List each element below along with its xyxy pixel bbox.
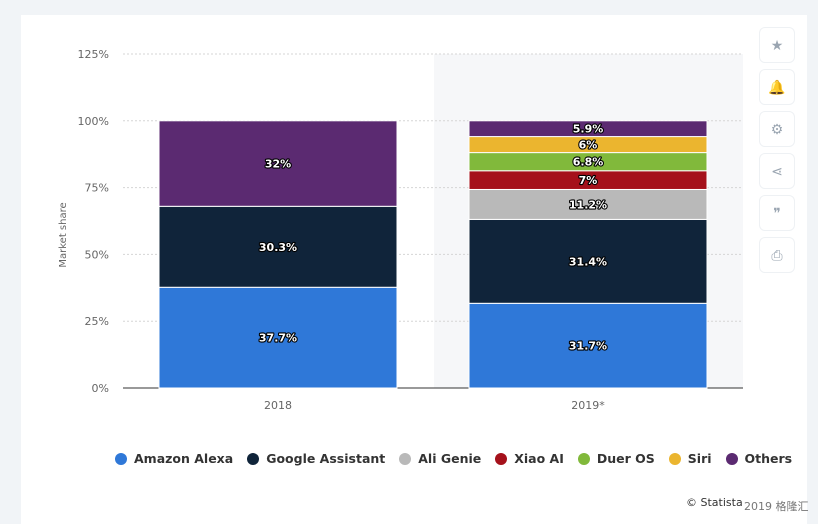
legend-label: Duer OS (596, 451, 655, 466)
y-tick-label: 100% (78, 115, 109, 128)
y-tick-label: 125% (78, 48, 109, 61)
data-label: 31.4% (569, 255, 607, 268)
legend-label: Amazon Alexa (134, 451, 234, 466)
share-button[interactable]: ⋖ (760, 154, 794, 188)
gear-icon: ⚙ (770, 120, 784, 137)
data-label: 5.9% (573, 123, 604, 136)
watermark: 2019 格隆汇 (744, 500, 809, 513)
legend-item[interactable]: Amazon Alexa (115, 451, 233, 466)
data-label: 37.7% (259, 332, 297, 345)
bell-icon: 🔔 (768, 78, 786, 95)
quote-icon: ❞ (773, 204, 781, 221)
legend-label: Xiao AI (514, 451, 564, 466)
quote-button[interactable]: ❞ (760, 196, 794, 230)
bar-segment (468, 218, 708, 304)
bell-button[interactable]: 🔔 (760, 70, 794, 104)
data-label: 31.7% (569, 340, 607, 353)
y-tick-label: 25% (85, 315, 109, 328)
legend-item[interactable]: Others (725, 451, 793, 466)
legend-item[interactable]: Google Assistant (247, 451, 385, 466)
x-tick-label: 2019* (571, 399, 605, 412)
data-label: 7% (579, 174, 598, 187)
print-button[interactable]: ⎙ (760, 238, 794, 272)
legend-swatch (725, 452, 738, 465)
side-toolbar: ★ 🔔 ⚙ ⋖ ❞ ⎙ (760, 28, 794, 280)
data-label: 6% (579, 139, 598, 152)
legend-item[interactable]: Duer OS (577, 451, 655, 466)
legend-swatch (115, 452, 127, 465)
legend-swatch (577, 452, 590, 465)
legend-label: Ali Genie (418, 451, 482, 466)
bar-segment (158, 205, 398, 288)
bar-segment (468, 120, 708, 138)
star-button[interactable]: ★ (760, 28, 794, 62)
legend-swatch (399, 452, 412, 465)
gear-button[interactable]: ⚙ (760, 112, 794, 146)
y-axis-title: Market share (58, 202, 69, 267)
legend-item[interactable]: Siri (668, 451, 712, 466)
bar-segment (468, 188, 708, 220)
data-label: 32% (265, 158, 291, 171)
y-tick-label: 0% (92, 382, 109, 395)
share-icon: ⋖ (771, 162, 783, 179)
legend-label: Google Assistant (266, 451, 386, 466)
legend-item[interactable]: Xiao AI (495, 451, 564, 466)
legend-swatch (247, 452, 260, 465)
data-label: 6.8% (573, 156, 604, 169)
legend-label: Siri (687, 451, 712, 466)
legend-item[interactable]: Ali Genie (399, 451, 481, 466)
chart-card: 0% 25% 50% 75% 100% 125% Market share 37.7% 30.3… (21, 15, 807, 524)
stacked-bar-chart: 0% 25% 50% 75% 100% 125% Market share 37.7% 30.3… (58, 48, 743, 412)
y-tick-label: 50% (85, 248, 109, 261)
chart-legend: Amazon Alexa Google Assistant Ali Genie Xia… (115, 451, 806, 466)
bar-segment (468, 302, 708, 389)
legend-label: Others (744, 451, 793, 466)
data-label: 11.2% (569, 198, 607, 211)
y-tick-label: 75% (85, 182, 109, 195)
star-icon: ★ (770, 36, 784, 53)
legend-swatch (668, 452, 681, 465)
legend-swatch (495, 452, 508, 465)
statista-credit[interactable]: © Statista (686, 496, 743, 509)
x-tick-label: 2018 (264, 399, 292, 412)
print-icon: ⎙ (771, 246, 783, 263)
bar-segment (158, 120, 398, 207)
data-label: 30.3% (259, 241, 297, 254)
